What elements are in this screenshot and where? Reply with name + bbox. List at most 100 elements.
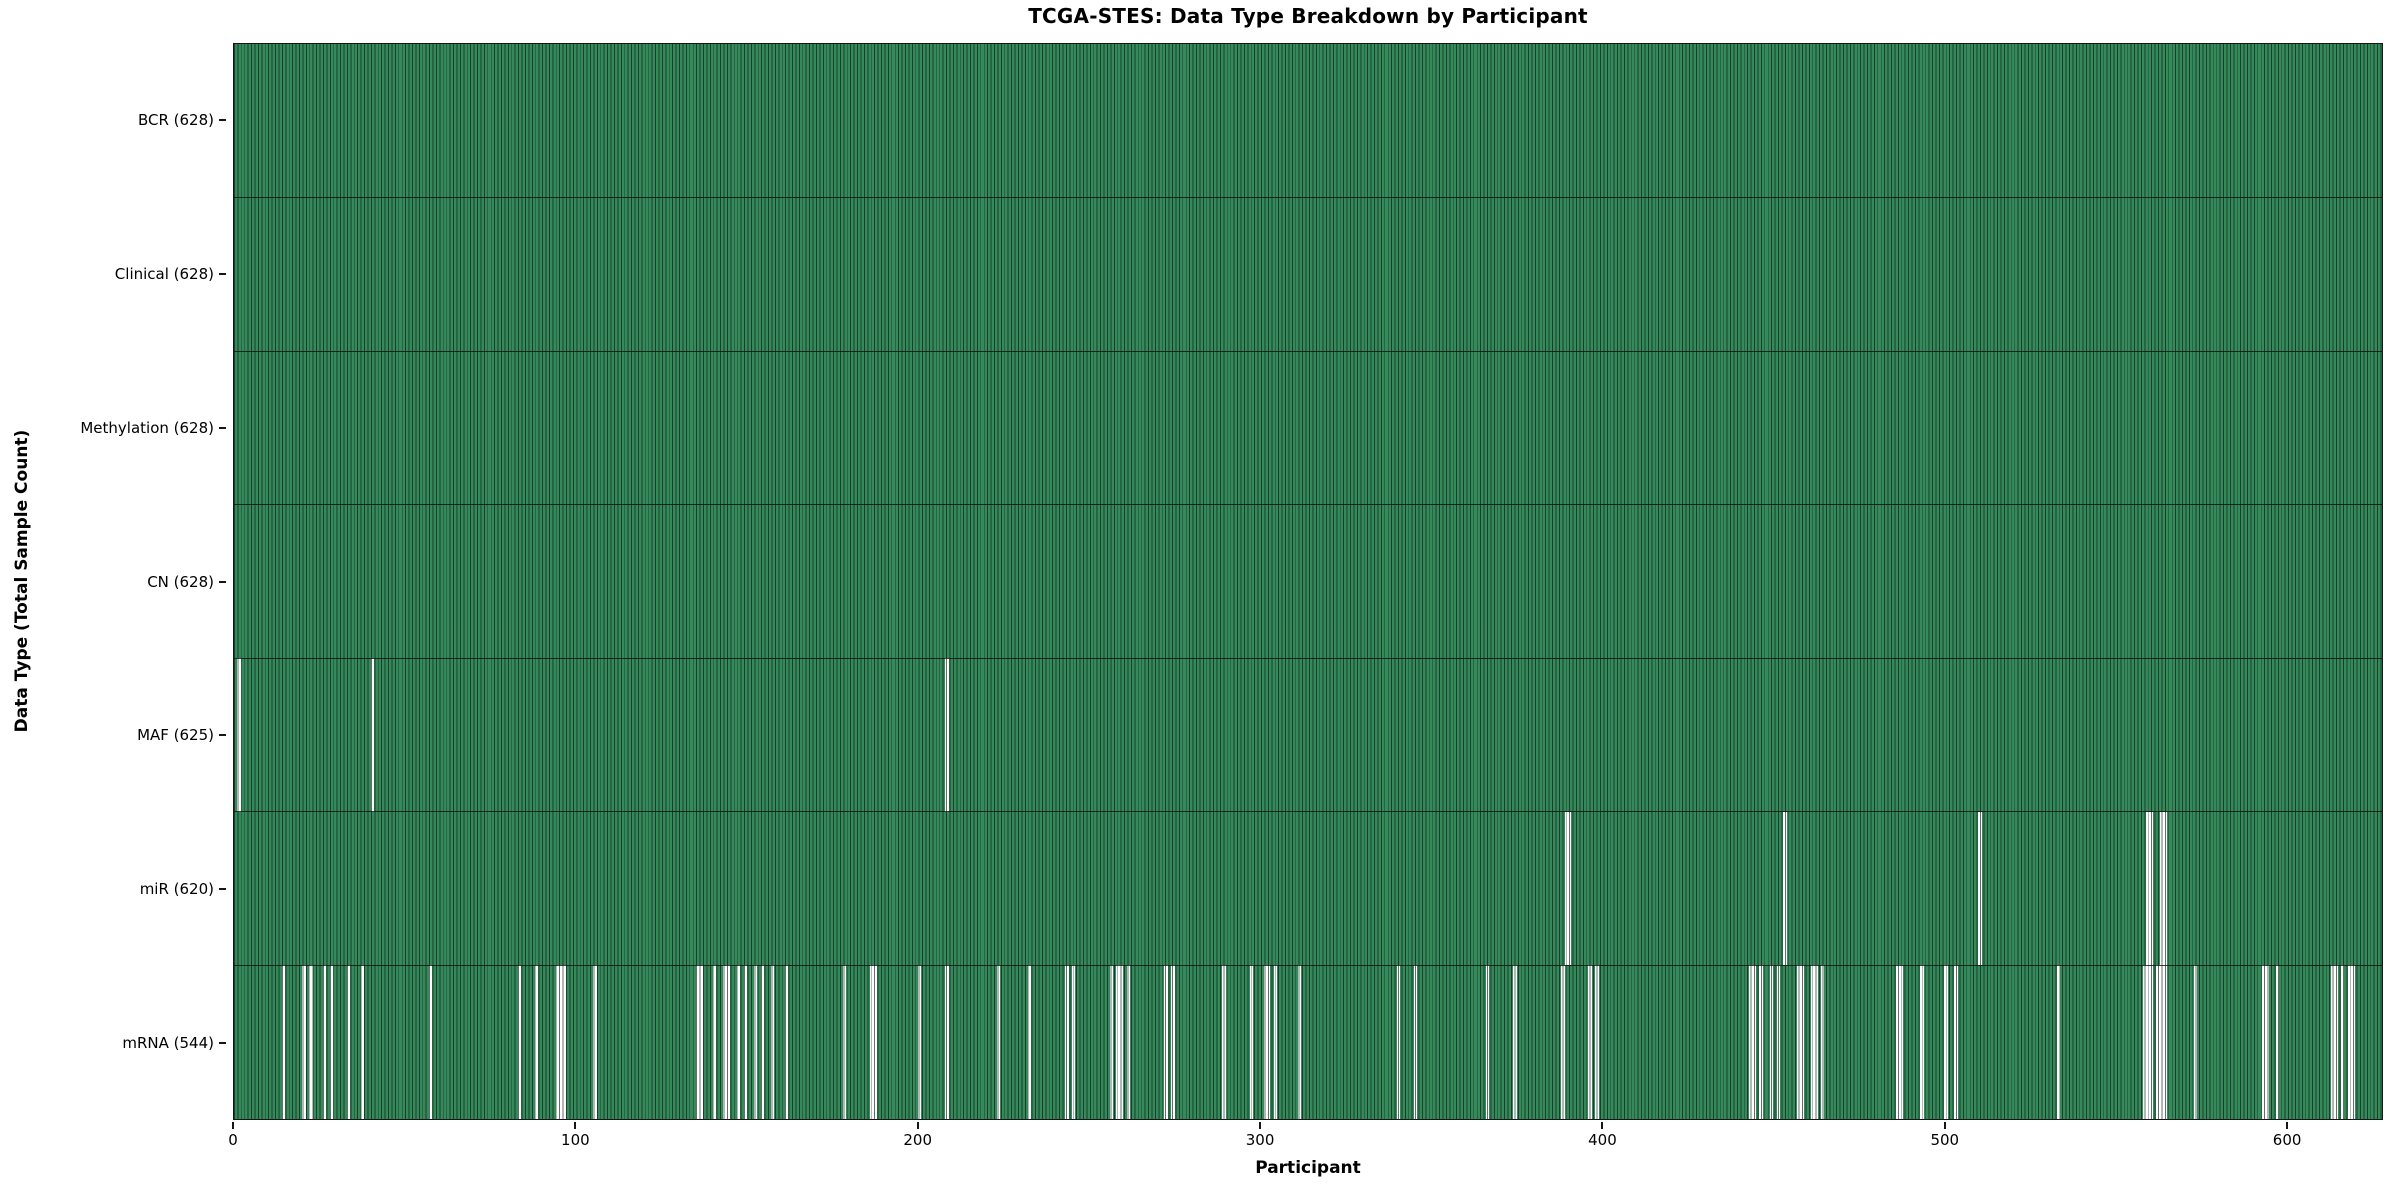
y-tickmark — [219, 118, 226, 121]
y-tickmark — [219, 1042, 226, 1045]
absent-stripe — [918, 965, 922, 1119]
row-separator — [234, 657, 2382, 659]
absent-stripe — [346, 965, 351, 1119]
absent-stripe — [329, 965, 334, 1119]
absent-stripe — [428, 965, 433, 1119]
row-CN — [234, 505, 2382, 659]
row-mRNA — [234, 965, 2382, 1119]
row-BCR — [234, 44, 2382, 198]
absent-stripe — [2340, 965, 2345, 1119]
x-tick-label-0: 0 — [228, 1131, 238, 1149]
row-Methylation — [234, 351, 2382, 505]
absent-stripe — [1769, 965, 1774, 1119]
absent-stripe — [760, 965, 765, 1119]
absent-stripe — [2265, 965, 2270, 1119]
absent-stripe — [2057, 965, 2061, 1119]
x-tick-label-300: 300 — [1245, 1131, 1275, 1149]
x-tickmark — [232, 1121, 234, 1129]
y-tick-label-mRNA: mRNA (544) — [122, 1034, 214, 1053]
absent-stripe — [1776, 965, 1780, 1119]
row-separator — [234, 350, 2382, 352]
absent-stripe — [1513, 965, 1517, 1119]
row-Clinical — [234, 198, 2382, 352]
x-tick-label-100: 100 — [561, 1131, 590, 1149]
absent-stripe — [1899, 965, 1904, 1119]
absent-stripe — [1119, 965, 1124, 1119]
absent-stripe — [945, 965, 949, 1119]
absent-stripe — [699, 965, 703, 1119]
x-tickmark — [916, 1121, 919, 1129]
absent-stripe — [237, 658, 241, 812]
x-tickmark — [1943, 1121, 1946, 1129]
absent-stripe — [1414, 965, 1418, 1119]
row-separator — [234, 964, 2382, 966]
x-tickmark — [2286, 1121, 2289, 1129]
row-miR — [234, 811, 2382, 966]
absent-stripe — [1222, 965, 1226, 1119]
absent-stripe — [771, 965, 775, 1119]
absent-stripe — [1821, 965, 1825, 1119]
absent-stripe — [562, 965, 566, 1119]
absent-stripe — [1171, 965, 1175, 1119]
absent-stripe — [842, 965, 847, 1119]
y-tick-label-Clinical: Clinical (628) — [114, 264, 214, 283]
row-separator — [234, 504, 2382, 506]
absent-stripe — [712, 965, 717, 1119]
x-axis-label: Participant — [1255, 1158, 1361, 1178]
absent-stripe — [2334, 965, 2338, 1119]
absent-stripe — [753, 965, 758, 1119]
chart-title: TCGA-STES: Data Type Breakdown by Partic… — [1028, 4, 1588, 28]
y-tickmark — [219, 272, 226, 275]
y-tick-label-CN: CN (628) — [147, 572, 214, 591]
absent-stripe — [1944, 965, 1948, 1119]
y-tickmark — [219, 734, 226, 737]
absent-stripe — [1266, 965, 1271, 1119]
absent-stripe — [784, 965, 789, 1119]
absent-stripe — [2163, 965, 2167, 1119]
absent-stripe — [534, 965, 539, 1119]
absent-stripe — [1588, 965, 1592, 1119]
absent-stripe — [322, 965, 327, 1119]
absent-stripe — [370, 658, 375, 812]
absent-stripe — [1561, 965, 1565, 1119]
x-tickmark — [1259, 1121, 1262, 1129]
absent-stripe — [996, 965, 1001, 1119]
row-separator — [234, 811, 2382, 813]
absent-stripe — [1396, 965, 1401, 1119]
absent-stripe — [1814, 965, 1818, 1119]
absent-stripe — [2149, 965, 2153, 1119]
absent-stripe — [1164, 965, 1168, 1119]
x-tick-label-500: 500 — [1930, 1131, 1960, 1149]
absent-stripe — [302, 965, 306, 1119]
absent-stripe — [1109, 965, 1114, 1119]
absent-stripe — [1065, 965, 1069, 1119]
absent-stripe — [2193, 965, 2198, 1119]
absent-stripe — [1800, 965, 1804, 1119]
absent-stripe — [1273, 965, 1278, 1119]
absent-stripe — [1027, 965, 1031, 1119]
absent-stripe — [1071, 965, 1076, 1119]
row-separator — [234, 197, 2382, 199]
absent-stripe — [1954, 965, 1958, 1119]
absent-stripe — [1297, 965, 1302, 1119]
absent-stripe — [593, 965, 597, 1119]
absent-stripe — [1783, 811, 1787, 966]
absent-stripe — [1249, 965, 1254, 1119]
absent-stripe — [1752, 965, 1757, 1119]
x-tick-label-600: 600 — [2272, 1131, 2302, 1149]
row-MAF — [234, 658, 2382, 812]
absent-stripe — [1485, 965, 1490, 1119]
absent-stripe — [2351, 965, 2355, 1119]
absent-stripe — [1567, 811, 1572, 966]
x-axis-ticks: 0 100 200 300 400 500 600 — [228, 1120, 2383, 1160]
absent-stripe — [1759, 965, 1763, 1119]
y-tickmark — [219, 580, 226, 583]
absent-stripe — [360, 965, 364, 1119]
absent-stripe — [743, 965, 748, 1119]
absent-stripe — [1978, 811, 1982, 966]
absent-stripe — [1920, 965, 1924, 1119]
absent-stripe — [736, 965, 741, 1119]
x-tickmark — [574, 1121, 577, 1129]
absent-stripe — [2275, 965, 2280, 1119]
